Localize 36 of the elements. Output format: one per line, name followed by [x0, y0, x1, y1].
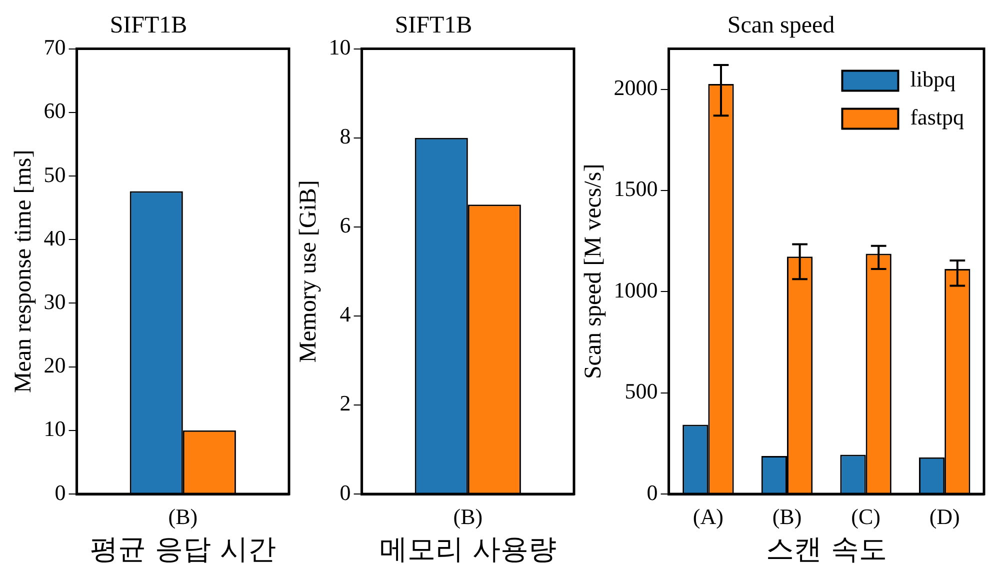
- y-tick-label: 10: [44, 416, 66, 442]
- y-tick-label: 30: [44, 288, 66, 314]
- y-tick-label: 0: [646, 480, 658, 505]
- chart-title: Scan speed: [727, 12, 835, 39]
- chart-title: SIFT1B: [394, 12, 472, 39]
- y-tick-label: 500: [624, 378, 658, 404]
- x-tick-label: (B): [772, 504, 802, 529]
- x-tick-label: (C): [851, 504, 880, 529]
- x-tick-label: (B): [453, 504, 483, 529]
- y-tick-label: 1000: [614, 277, 658, 302]
- legend-label: libpq: [910, 66, 956, 92]
- y-tick-label: 50: [44, 162, 66, 187]
- x-axis-title: 메모리 사용량: [379, 532, 556, 566]
- y-tick-label: 10: [328, 34, 351, 60]
- y-axis-title: Mean response time [ms]: [10, 150, 37, 394]
- x-axis-title: 평균 응답 시간: [90, 532, 276, 566]
- y-tick-label: 8: [340, 124, 351, 149]
- y-axis-title: Memory use [GiB]: [296, 180, 322, 363]
- chart-title: SIFT1B: [110, 12, 188, 39]
- y-tick-label: 2000: [614, 75, 658, 100]
- x-axis-title: 스캔 속도: [766, 532, 887, 566]
- x-tick-label: (B): [168, 504, 198, 529]
- y-tick-label: 6: [340, 212, 351, 238]
- x-tick-label: (D): [929, 504, 960, 529]
- legend-label: fastpq: [910, 104, 964, 130]
- y-tick-label: 20: [44, 352, 66, 378]
- y-tick-label: 70: [44, 34, 66, 60]
- y-tick-label: 4: [340, 302, 351, 327]
- y-axis-title: Scan speed [M vecs/s]: [580, 164, 607, 380]
- y-tick-label: 0: [340, 480, 351, 505]
- y-tick-label: 0: [54, 480, 66, 505]
- y-tick-label: 1500: [614, 176, 658, 202]
- y-tick-label: 2: [340, 390, 351, 416]
- y-tick-label: 40: [44, 225, 66, 250]
- x-tick-label: (A): [692, 504, 724, 529]
- y-tick-label: 60: [44, 98, 66, 124]
